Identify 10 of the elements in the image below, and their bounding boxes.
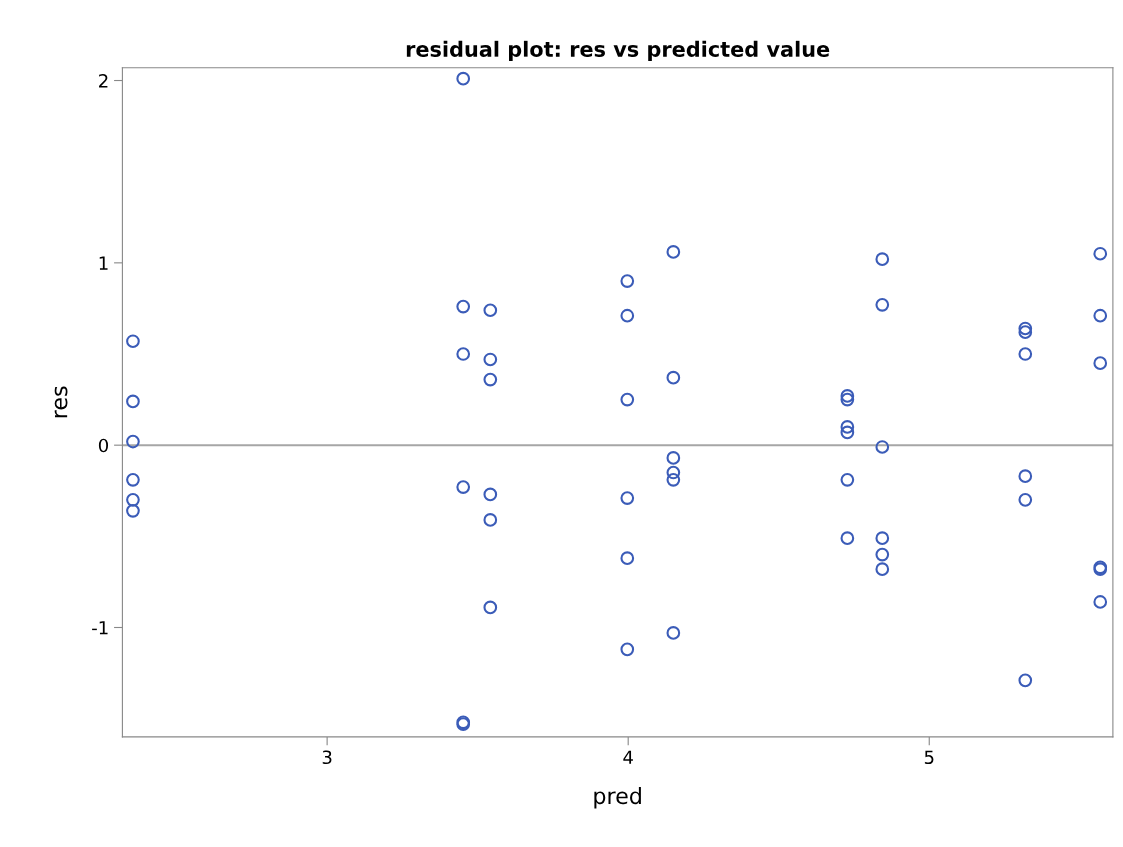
y-tick-label: 1 — [99, 256, 108, 270]
chart-title: residual plot: res vs predicted value — [406, 40, 830, 61]
y-tick-label: 0 — [98, 438, 109, 453]
y-axis-title: res — [54, 386, 68, 418]
y-tick-label: -1 — [92, 621, 108, 635]
x-tick-label: 4 — [623, 750, 633, 764]
x-tick-label: 5 — [924, 750, 934, 765]
x-tick-label: 3 — [322, 750, 332, 765]
x-axis-title: pred — [594, 787, 641, 809]
y-tick-label: 2 — [99, 73, 108, 88]
